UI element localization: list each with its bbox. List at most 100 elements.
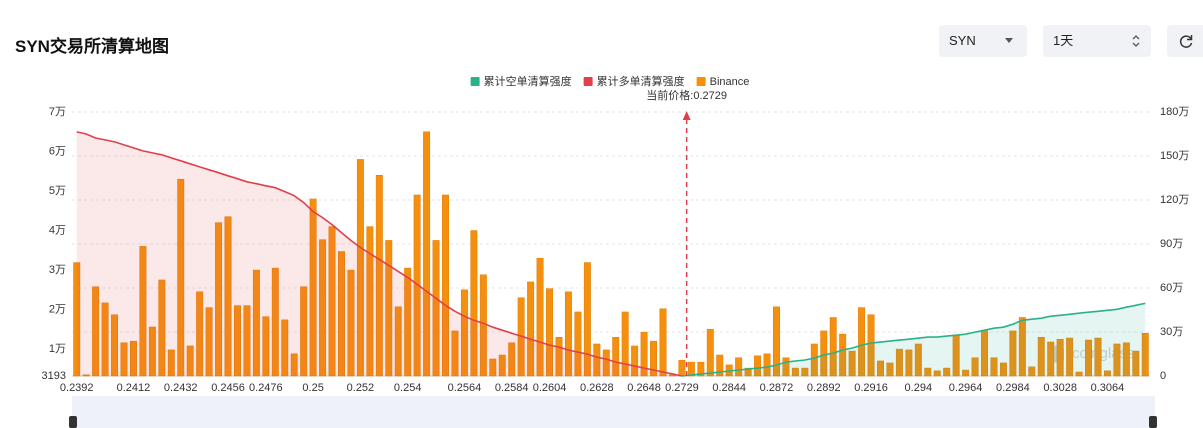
bar	[271, 267, 279, 377]
current-price-label: 当前价格:0.2729	[646, 88, 727, 102]
bar	[338, 251, 345, 377]
y-tick-label: 3193	[42, 370, 66, 382]
bar	[111, 314, 119, 377]
legend-swatch	[696, 77, 706, 86]
x-tick-label: 0.2729	[665, 382, 699, 394]
bar	[943, 367, 951, 377]
bar	[555, 336, 563, 377]
bar	[423, 131, 431, 377]
y-tick-label: 5万	[49, 185, 66, 197]
bar	[158, 279, 166, 377]
y-tick-label: 7万	[49, 106, 66, 118]
y-tick-label: 3万	[49, 264, 66, 276]
bar	[205, 307, 213, 377]
bar	[262, 316, 270, 377]
bar	[1009, 330, 1017, 377]
bar	[498, 354, 506, 377]
bar	[659, 308, 667, 377]
bar	[470, 230, 478, 377]
bar	[754, 355, 762, 377]
y2-tick-label: 0	[1160, 370, 1166, 382]
bar	[309, 198, 317, 377]
bar	[829, 317, 837, 377]
x-tick-label: 0.3064	[1091, 382, 1125, 394]
symbol-value: SYN	[949, 33, 976, 48]
dropdown-arrow	[1005, 38, 1013, 43]
bar	[716, 354, 724, 377]
bar	[356, 159, 364, 377]
bar	[527, 281, 535, 377]
bar	[508, 342, 516, 377]
bar	[631, 345, 639, 377]
bar	[1037, 336, 1045, 377]
line	[681, 302, 1146, 377]
x-tick-label: 0.2984	[996, 382, 1030, 394]
bar	[744, 367, 752, 377]
x-tick-label: 0.25	[302, 382, 323, 394]
bar	[914, 343, 922, 377]
bar	[602, 349, 610, 377]
bar	[1066, 337, 1074, 377]
y-tick-label: 1万	[49, 343, 66, 355]
bar	[460, 289, 468, 377]
x-tick-label: 0.2564	[448, 382, 482, 394]
bar	[328, 226, 336, 377]
x-tick-label: 0.2916	[854, 382, 888, 394]
bar	[650, 340, 658, 377]
bar	[73, 262, 81, 377]
bar	[621, 311, 629, 377]
symbol-select[interactable]: SYN	[939, 25, 1027, 57]
bar	[924, 367, 932, 377]
bar	[895, 348, 903, 377]
bar	[820, 330, 828, 377]
bar	[1056, 338, 1064, 377]
legend-label: Binance	[710, 76, 750, 88]
bar	[1085, 339, 1093, 377]
bar	[167, 349, 175, 377]
slider-handle[interactable]	[1149, 416, 1157, 428]
bar	[432, 240, 440, 377]
x-tick-label: 0.2432	[164, 382, 198, 394]
x-tick-label: 0.2476	[249, 382, 283, 394]
legend-label: 累计多单清算强度	[597, 74, 685, 88]
zoom-slider[interactable]	[72, 396, 1155, 428]
bar	[1028, 366, 1036, 377]
bar	[810, 343, 818, 377]
period-select[interactable]: 1天	[1043, 25, 1151, 57]
bar	[224, 216, 232, 377]
bar	[536, 257, 544, 377]
bar	[877, 360, 884, 377]
y2-tick-label: 60万	[1160, 282, 1183, 294]
bar	[215, 222, 223, 377]
y2-tick-label: 180万	[1160, 106, 1189, 118]
bar	[129, 340, 137, 377]
refresh-icon	[1179, 35, 1193, 48]
x-tick-label: 0.2392	[60, 382, 94, 394]
bar	[848, 350, 856, 377]
bar	[82, 374, 90, 377]
bar	[120, 342, 128, 377]
bar	[763, 353, 771, 377]
legend-item[interactable]: 累计空单清算强度	[470, 74, 572, 88]
x-tick-label: 0.2604	[533, 382, 567, 394]
legend-item[interactable]: 累计多单清算强度	[583, 74, 685, 88]
slider-handle[interactable]	[69, 416, 77, 428]
bar	[375, 174, 383, 377]
bar	[148, 326, 156, 377]
bar	[1047, 341, 1055, 377]
bar	[933, 370, 941, 377]
area	[681, 303, 1146, 376]
bar	[177, 178, 185, 377]
bar	[839, 333, 847, 377]
y2-tick-label: 120万	[1160, 194, 1189, 206]
legend-item[interactable]: Binance	[696, 76, 750, 88]
area	[76, 131, 682, 376]
spin-arrows	[1132, 35, 1140, 47]
bar	[999, 362, 1007, 377]
bar	[593, 343, 601, 377]
bar	[92, 286, 100, 377]
bar	[583, 262, 591, 377]
y2-tick-label: 30万	[1160, 326, 1183, 338]
refresh-button[interactable]	[1167, 25, 1203, 57]
